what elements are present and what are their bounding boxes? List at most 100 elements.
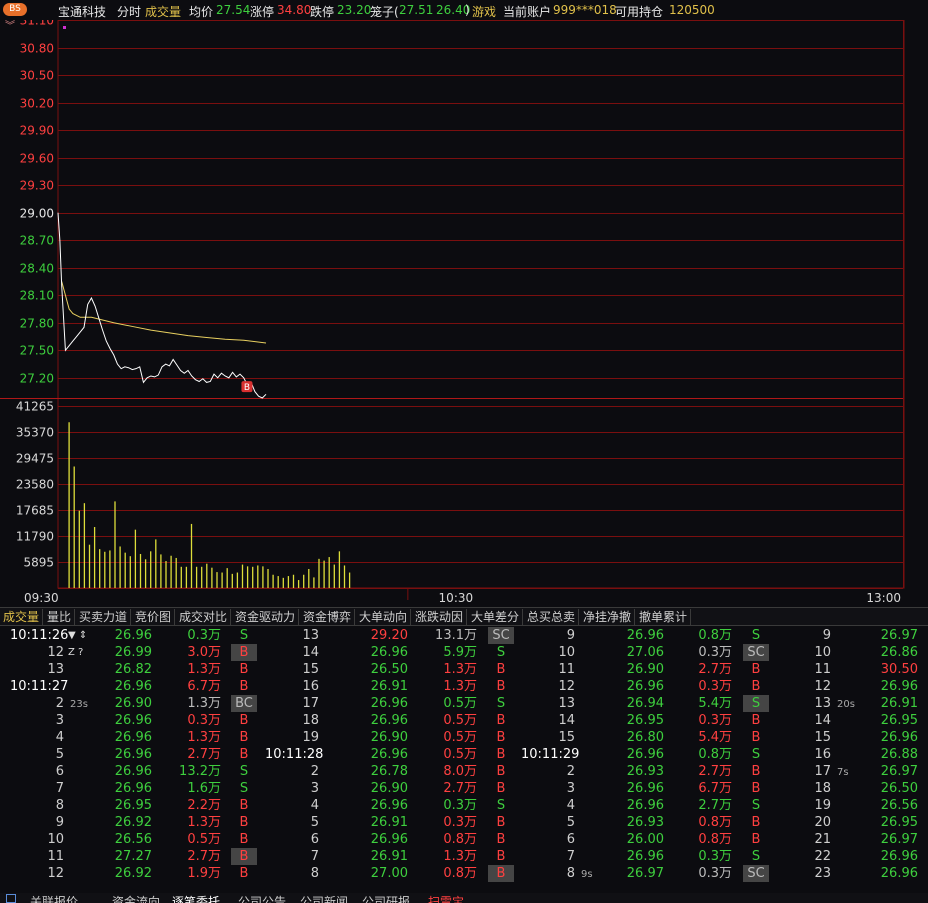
tick-volume: 13.1万 [435, 628, 477, 643]
tick-price: 27.27 [114, 849, 152, 864]
cage-label: 笼子( [370, 5, 399, 19]
bottom-tab-4[interactable]: 公司新闻 [300, 895, 349, 903]
volume-tick-label: 35370 [16, 426, 54, 440]
tab-5[interactable]: 资金驱动力 [232, 609, 300, 625]
intraday-chart[interactable]: 31.1030.8030.5030.2029.9029.6029.3029.00… [0, 0, 928, 607]
bottom-tab-1[interactable]: 资金流向 [112, 895, 161, 903]
tick-price: 26.90 [370, 730, 408, 745]
tick-side-badge: S [496, 645, 506, 660]
tick-side-badge: S [239, 764, 249, 779]
tick-volume: 1.3万 [443, 679, 477, 694]
tab-2[interactable]: 买卖力道 [76, 609, 132, 625]
tab-9[interactable]: 大单差分 [468, 609, 524, 625]
price-tick-label: 29.00 [20, 207, 54, 221]
tick-time: 2 [566, 764, 575, 779]
tick-volume: 0.8万 [698, 832, 732, 847]
sector-label[interactable]: 游戏 [472, 5, 497, 19]
tick-price: 26.95 [880, 713, 918, 728]
tick-side-badge: B [239, 832, 249, 847]
avg-price-value: 27.54 [216, 3, 251, 17]
tick-flag-icon[interactable]: ▼ ⇕ [68, 630, 88, 641]
tick-price: 26.96 [370, 645, 408, 660]
tick-flag-icon[interactable]: Z ? [68, 647, 84, 658]
tick-price: 26.96 [626, 781, 664, 796]
tab-12[interactable]: 撤单累计 [636, 609, 692, 625]
tick-volume: 0.3万 [187, 628, 221, 643]
tick-time: 10:11:29 [521, 747, 580, 762]
tab-7[interactable]: 大单动向 [356, 609, 412, 625]
tick-side-badge: B [239, 662, 249, 677]
tick-time: 10:11:28 [265, 747, 324, 762]
period-label[interactable]: 分时 [117, 5, 142, 19]
tick-price: 27.00 [370, 866, 408, 881]
tick-price: 26.96 [626, 849, 664, 864]
tick-volume: 0.3万 [698, 866, 732, 881]
tick-time: 12 [47, 645, 64, 660]
tick-side-badge: B [496, 781, 506, 796]
tick-volume: 1.6万 [187, 781, 221, 796]
bottom-tab-3[interactable]: 公司公告 [238, 895, 287, 903]
collapse-chevron-icon[interactable]: ︾ [5, 21, 15, 32]
tick-price: 26.96 [114, 781, 152, 796]
tick-side-badge: B [239, 866, 249, 881]
tick-price: 26.97 [880, 832, 918, 847]
tick-volume: 2.7万 [698, 662, 732, 677]
tab-6[interactable]: 资金博弈 [300, 609, 356, 625]
tick-time: 4 [566, 798, 575, 813]
tick-volume: 0.3万 [187, 713, 221, 728]
tab-3[interactable]: 竞价图 [132, 609, 176, 625]
bottom-tab-2[interactable]: 逐笔委托 [172, 895, 221, 903]
tick-volume: 0.5万 [187, 832, 221, 847]
tick-time: 6 [566, 832, 575, 847]
tick-side-badge: B [496, 849, 506, 864]
tick-time: 8 [566, 866, 575, 881]
indicator-label[interactable]: 成交量 [145, 5, 182, 19]
bs-badge[interactable]: BS [3, 3, 27, 16]
tick-time: 23 [814, 866, 831, 881]
tick-volume: 1.3万 [443, 662, 477, 677]
tab-8[interactable]: 涨跌动因 [412, 609, 468, 625]
tick-side-badge: S [743, 695, 769, 712]
tab-0[interactable]: 成交量 [0, 609, 44, 625]
tick-time: 20 [814, 815, 831, 830]
stock-name[interactable]: 宝通科技 [58, 5, 107, 19]
tick-time: 10 [814, 645, 831, 660]
tick-interval: 23s [70, 699, 88, 710]
panel-toggle-icon[interactable] [6, 894, 16, 903]
tick-time: 22 [814, 849, 831, 864]
price-tick-label: 27.80 [20, 317, 54, 331]
tab-10[interactable]: 总买总卖 [524, 609, 580, 625]
tick-price: 26.96 [880, 866, 918, 881]
tick-price: 26.56 [880, 798, 918, 813]
tick-price: 26.96 [626, 679, 664, 694]
tab-4[interactable]: 成交对比 [176, 609, 232, 625]
tick-volume: 0.5万 [443, 696, 477, 711]
tick-side-badge: B [239, 798, 249, 813]
price-tick-label: 28.10 [20, 289, 54, 303]
tick-interval: 7s [837, 767, 849, 778]
bottom-tab-5[interactable]: 公司研报 [362, 895, 411, 903]
tick-interval: 20s [837, 699, 855, 710]
tick-side-badge: S [751, 747, 761, 762]
tab-1[interactable]: 量比 [44, 609, 76, 625]
tick-time: 11 [814, 662, 831, 677]
tick-side-badge: B [751, 679, 761, 694]
tick-time: 15 [302, 662, 319, 677]
tick-volume: 0.5万 [443, 730, 477, 745]
bottom-tab-6[interactable]: 扫雷宝 [428, 895, 465, 903]
tick-volume: 2.7万 [698, 798, 732, 813]
tick-price: 26.80 [626, 730, 664, 745]
limit-down-value: 23.20 [337, 3, 372, 17]
price-tick-label: 30.20 [20, 97, 54, 111]
tab-11[interactable]: 净挂净撤 [580, 609, 636, 625]
account-value[interactable]: 999***018 [553, 3, 617, 17]
holdings-value: 120500 [669, 3, 715, 17]
tick-time: 14 [302, 645, 319, 660]
price-tick-label: 29.60 [20, 152, 54, 166]
tick-price: 26.91 [370, 679, 408, 694]
bottom-tab-0[interactable]: 关联报价 [30, 895, 79, 903]
tick-side-badge: B [488, 865, 514, 882]
tick-time: 9 [822, 628, 831, 643]
tick-time: 2 [55, 696, 64, 711]
tick-volume: 0.8万 [698, 628, 732, 643]
